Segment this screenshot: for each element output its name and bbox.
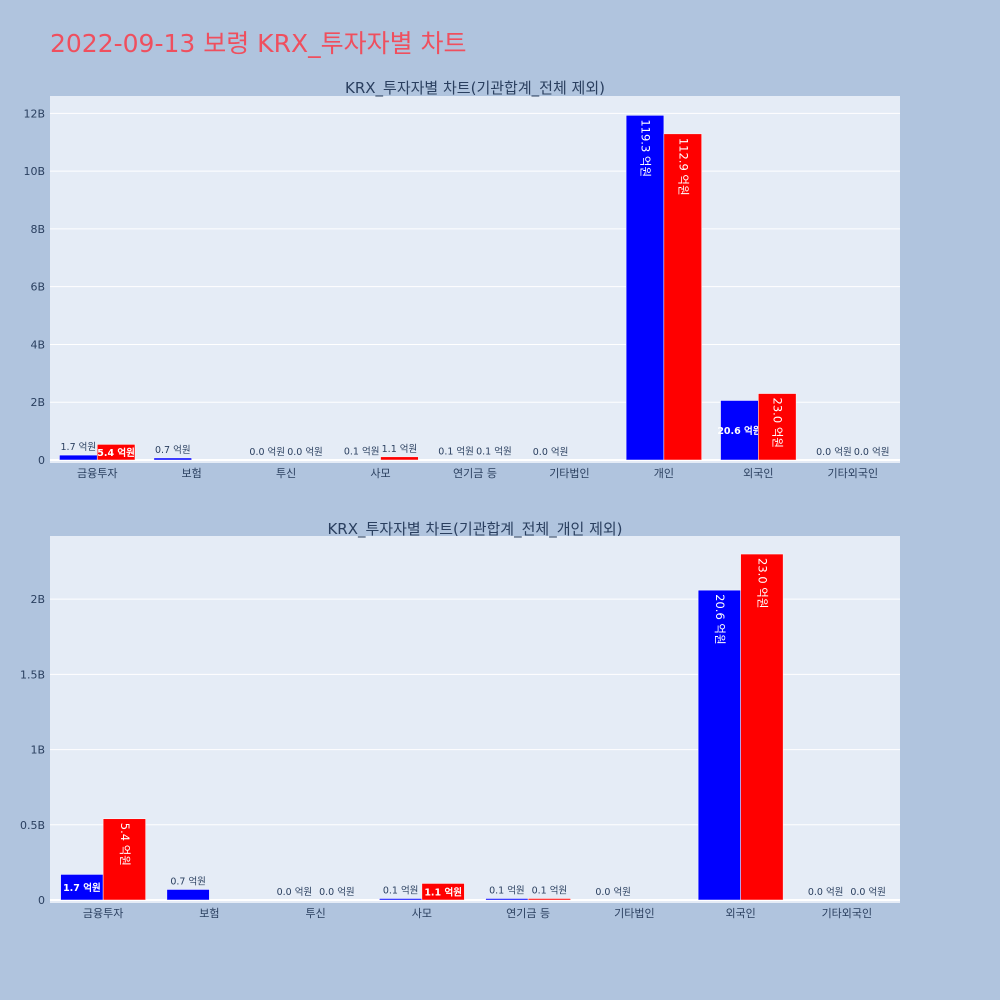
- data-label: 23.0 억원: [755, 558, 769, 608]
- y-tick-label: 8B: [30, 223, 45, 236]
- y-tick-label: 0.5B: [20, 819, 45, 832]
- x-tick-label: 보험: [182, 467, 202, 480]
- data-label: 0.0 억원: [854, 446, 890, 458]
- bar: [380, 456, 419, 461]
- data-label: 0.0 억원: [277, 886, 313, 898]
- y-tick-label: 6B: [30, 281, 45, 294]
- data-label: 0.1 억원: [532, 884, 568, 896]
- data-label: 5.4 억원: [118, 823, 132, 866]
- bar: [102, 818, 146, 901]
- x-tick-label: 사모: [412, 907, 432, 920]
- bar: [527, 898, 571, 901]
- y-tick-label: 4B: [30, 338, 45, 351]
- data-label: 119.3 억원: [639, 119, 653, 177]
- page-title: 2022-09-13 보령 KRX_투자자별 차트: [50, 29, 467, 58]
- y-tick-label: 0: [38, 454, 45, 467]
- data-label: 1.1 억원: [424, 887, 462, 899]
- chart-title: KRX_투자자별 차트(기관합계_전체_개인 제외): [327, 520, 622, 539]
- data-label: 0.1 억원: [489, 884, 525, 896]
- bar: [485, 898, 529, 901]
- x-tick-label: 투신: [276, 467, 296, 480]
- data-label: 0.1 억원: [476, 446, 512, 458]
- x-tick-label: 금융투자: [77, 467, 117, 480]
- data-label: 0.1 억원: [344, 446, 380, 458]
- y-tick-label: 0: [38, 894, 45, 907]
- bar: [153, 457, 192, 461]
- y-tick-label: 10B: [23, 165, 45, 178]
- x-tick-label: 개인: [654, 467, 674, 480]
- y-tick-label: 1B: [30, 744, 45, 757]
- bar: [59, 454, 98, 461]
- data-label: 0.7 억원: [170, 875, 206, 887]
- chart-title: KRX_투자자별 차트(기관합계_전체 제외): [345, 79, 605, 98]
- data-label: 0.0 억원: [249, 446, 285, 458]
- data-label: 5.4 억원: [97, 447, 135, 459]
- data-label: 1.7 억원: [63, 882, 101, 894]
- x-tick-label: 기타외국인: [822, 907, 873, 920]
- x-tick-label: 연기금 등: [506, 907, 550, 920]
- y-tick-label: 1.5B: [20, 668, 45, 681]
- y-tick-label: 2B: [30, 396, 45, 409]
- x-tick-label: 기타법인: [549, 467, 589, 480]
- x-tick-label: 외국인: [743, 467, 773, 480]
- bar: [625, 115, 665, 461]
- bar: [96, 444, 136, 461]
- x-tick-label: 외국인: [725, 907, 755, 920]
- x-tick-label: 연기금 등: [453, 467, 497, 480]
- x-tick-label: 보험: [199, 907, 219, 920]
- data-label: 0.1 억원: [383, 884, 419, 896]
- data-label: 20.6 억원: [713, 594, 727, 644]
- bar: [663, 133, 702, 461]
- data-label: 1.7 억원: [61, 441, 97, 453]
- data-label: 0.0 억원: [287, 446, 323, 458]
- x-tick-label: 사모: [370, 467, 390, 480]
- bar: [697, 589, 741, 901]
- data-label: 0.1 억원: [438, 446, 474, 458]
- data-label: 23.0 억원: [771, 398, 785, 448]
- data-label: 112.9 억원: [676, 138, 690, 196]
- bar: [720, 400, 759, 461]
- x-tick-label: 금융투자: [83, 907, 123, 920]
- data-label: 1.1 억원: [382, 443, 418, 455]
- x-tick-label: 투신: [306, 907, 326, 920]
- data-label: 0.0 억원: [808, 886, 844, 898]
- bar: [379, 898, 423, 901]
- data-label: 0.0 억원: [533, 446, 569, 458]
- x-tick-label: 기타법인: [614, 907, 654, 920]
- bar: [421, 883, 465, 901]
- data-label: 0.7 억원: [155, 444, 191, 456]
- chart-1: KRX_투자자별 차트(기관합계_전체 제외) 0 2B 4B 6B 8B 10B 12B 금융…: [23, 79, 900, 480]
- data-label: 0.0 억원: [319, 886, 355, 898]
- bar: [740, 553, 784, 901]
- data-label: 20.6 억원: [717, 425, 761, 437]
- bar: [166, 889, 210, 901]
- x-tick-label: 기타외국인: [827, 467, 878, 480]
- y-tick-label: 12B: [23, 107, 45, 120]
- bar: [758, 393, 797, 461]
- chart-2: KRX_투자자별 차트(기관합계_전체_개인 제외) 0 0.5B 1B 1.5B 2B 금…: [20, 520, 900, 920]
- data-label: 0.0 억원: [595, 886, 631, 898]
- data-label: 0.0 억원: [816, 446, 852, 458]
- y-tick-label: 2B: [30, 593, 45, 606]
- data-label: 0.0 억원: [850, 886, 886, 898]
